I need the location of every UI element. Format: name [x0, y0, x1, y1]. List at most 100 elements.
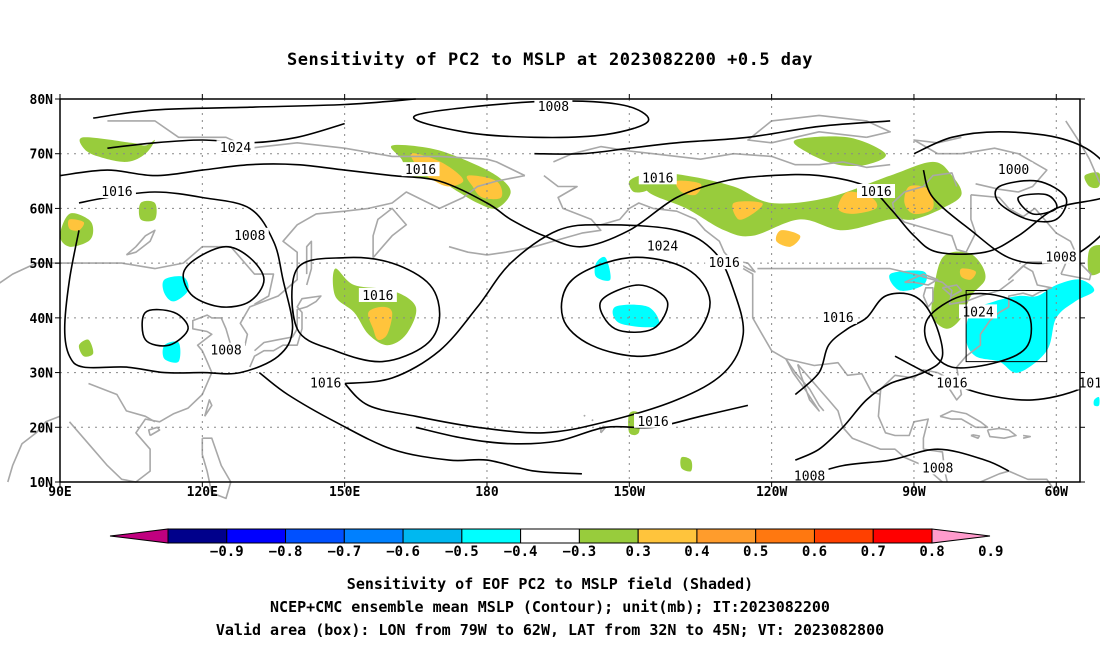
mslp-contours: [59, 98, 1100, 481]
latitude-axis: 80N 70N 60N 50N 40N 30N 20N 10N: [30, 93, 54, 491]
sensitivity-green-area: [79, 137, 155, 162]
contour-label: 1016: [936, 377, 967, 392]
contour-label-bg: [207, 342, 246, 357]
lon-label: 60W: [1045, 485, 1069, 500]
contour-label: 1016: [101, 185, 132, 200]
colorbar-swatch: [226, 528, 287, 544]
chart-title: Sensitivity of PC2 to MSLP at 2023082200…: [286, 50, 813, 70]
coastline: [785, 358, 820, 412]
lon-label: 150E: [329, 485, 360, 500]
coastline: [107, 120, 526, 177]
colorbar-swatch: [343, 528, 404, 544]
mslp-contour-line: [63, 191, 294, 375]
lat-label: 80N: [30, 93, 54, 108]
mslp-contour-line: [412, 100, 650, 139]
sensitivity-cyan-area: [1093, 396, 1100, 407]
colorbar-tick-label: −0.9: [210, 544, 244, 560]
sensitivity-cyan-area: [162, 341, 181, 363]
colorbar-swatch: [578, 528, 639, 544]
coastline: [939, 410, 989, 429]
contour-label: 1024: [962, 305, 993, 320]
coastline: [7, 415, 61, 483]
coastline: [941, 284, 963, 297]
lat-label: 60N: [30, 202, 54, 217]
contour-label: 1016: [642, 171, 673, 186]
colorbar-tick-label: 0.5: [743, 544, 768, 560]
coastline: [913, 136, 1048, 193]
mslp-contour-line: [994, 179, 1068, 223]
sensitivity-cyan-area: [162, 276, 189, 302]
mslp-contour-line: [415, 404, 749, 445]
coastline: [986, 427, 1017, 439]
mslp-contour-line: [913, 131, 1100, 265]
contour-label-bg: [705, 255, 744, 270]
colorbar-swatch: [813, 528, 874, 544]
colorbar-tick-label: −0.6: [386, 544, 420, 560]
contour-label: 1016: [405, 163, 436, 178]
coastline: [600, 425, 607, 434]
colorbar-swatch: [285, 528, 345, 544]
coastline: [203, 399, 213, 417]
caption-line-3: Valid area (box): LON from 79W to 62W, L…: [215, 621, 885, 639]
lat-label: 40N: [30, 312, 54, 327]
coastline: [891, 172, 977, 253]
lat-label: 20N: [30, 421, 54, 436]
contour-label-bg: [401, 162, 440, 177]
contour-label: 1008: [1045, 251, 1076, 266]
contour-label: 1008: [538, 100, 569, 115]
coastline: [877, 388, 929, 450]
sensitivity-green-area: [332, 268, 417, 346]
coastline: [591, 418, 594, 422]
axis-ticks: [55, 94, 1085, 487]
lon-label: 120E: [187, 485, 218, 500]
mslp-contour-line: [795, 448, 1010, 481]
mslp-contour-line: [141, 308, 189, 347]
contour-label-bg: [959, 304, 997, 319]
contour-label: 1024: [220, 141, 251, 156]
contour-label-bg: [358, 287, 397, 302]
contour-label: 1008: [794, 470, 825, 485]
coastline: [88, 382, 156, 423]
contour-label: 1008: [234, 229, 265, 244]
contour-label-bg: [638, 170, 677, 185]
contour-label: 1016: [310, 377, 341, 392]
colorbar-swatch: [872, 528, 933, 544]
contour-label-bg: [994, 162, 1033, 177]
sensitivity-yellow-area: [775, 230, 801, 247]
longitude-axis: 90E 120E 150E 180 150W 120W 90W 60W: [48, 485, 1068, 500]
colorbar-tick-label: 0.7: [861, 544, 886, 560]
contour-label: 1016: [637, 415, 668, 430]
sensitivity-cyan-area: [612, 304, 660, 328]
mslp-contour-line: [923, 292, 1033, 369]
caption-line-1: Sensitivity of EOF PC2 to MSLP field (Sh…: [346, 575, 754, 593]
contour-label-bg: [918, 460, 957, 475]
mslp-contour-line: [1017, 193, 1058, 216]
colorbar-tick-label: 0.4: [684, 544, 709, 560]
colorbar-tick-label: −0.8: [269, 544, 303, 560]
colorbar-end-high: [931, 528, 991, 544]
coastline: [448, 174, 602, 256]
coastline: [785, 358, 881, 396]
sensitivity-yellow-area: [732, 201, 763, 220]
sensitivity-yellow-area: [675, 180, 702, 196]
coastline: [904, 273, 939, 286]
lat-label: 70N: [30, 148, 54, 163]
mslp-contour-line: [93, 98, 416, 119]
sensitivity-green-area: [1087, 244, 1100, 276]
contour-label-bg: [857, 184, 895, 199]
coastline: [583, 414, 586, 417]
sensitivity-green-area: [793, 136, 886, 167]
coastline: [0, 245, 275, 305]
sensitivity-yellow-area: [368, 306, 393, 340]
coastline: [201, 437, 232, 500]
colorbar-swatch: [755, 528, 815, 544]
contour-label: 1008: [210, 344, 241, 359]
coastline: [372, 207, 408, 259]
colorbar-tick-label: 0.9: [978, 544, 1003, 560]
colorbar-tick-label: −0.7: [327, 544, 361, 560]
coastline: [970, 434, 981, 439]
coastline: [1065, 120, 1100, 185]
contour-label-bg: [306, 375, 345, 390]
map-frame: [59, 98, 1081, 483]
